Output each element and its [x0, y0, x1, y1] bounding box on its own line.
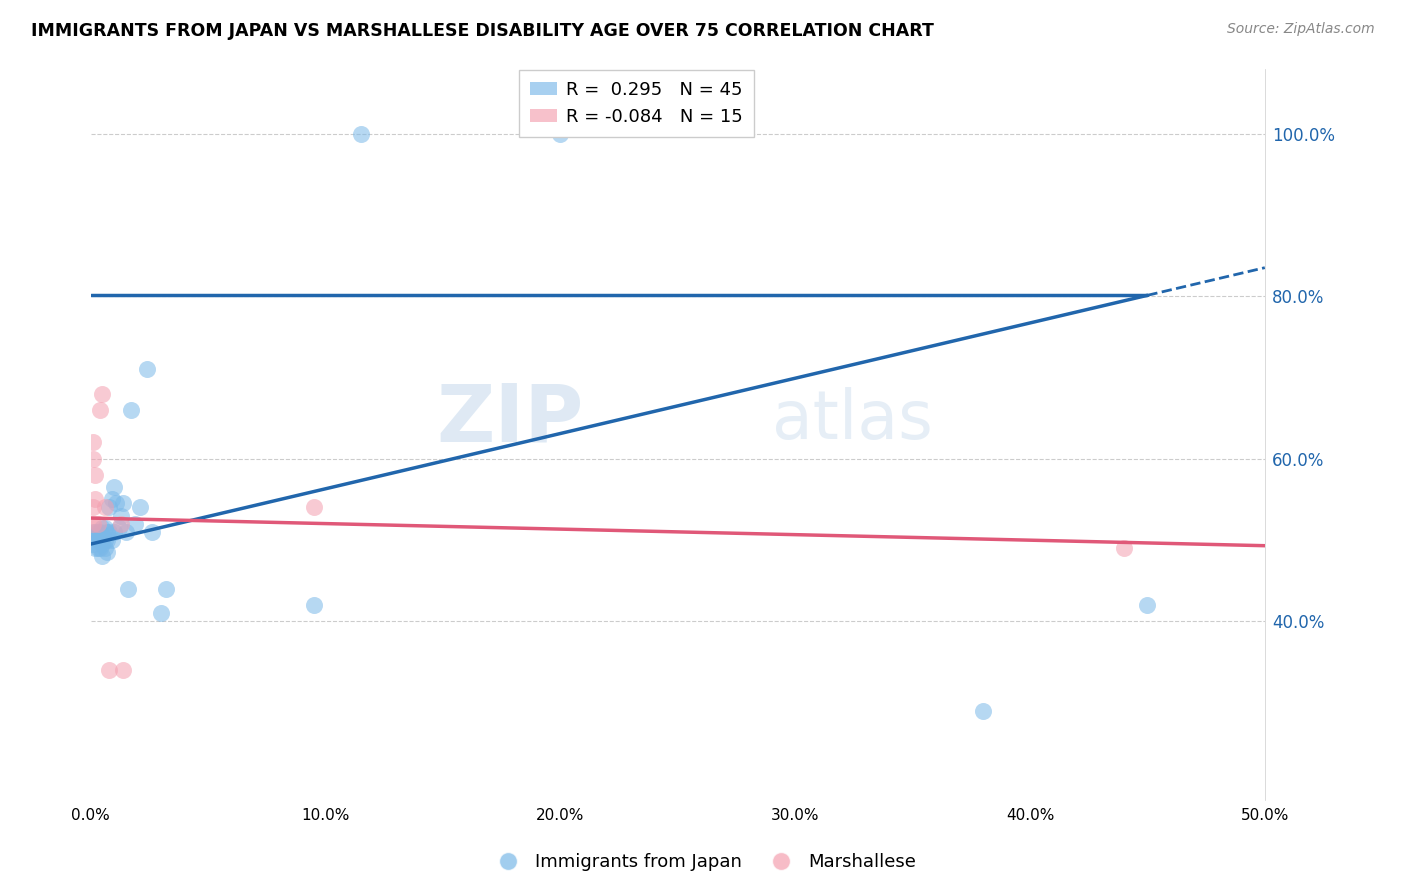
Point [112, 663, 135, 677]
Point [93, 500, 115, 515]
Point [115, 524, 138, 539]
Point [98, 524, 121, 539]
Text: Source: ZipAtlas.com: Source: ZipAtlas.com [1227, 22, 1375, 37]
Point [302, 500, 325, 515]
Point [136, 362, 159, 376]
Point [84, 524, 107, 539]
Point [91, 521, 114, 535]
Point [107, 521, 129, 535]
Point [550, 127, 572, 141]
Point [129, 500, 152, 515]
Point [93, 541, 115, 556]
Point [84, 467, 107, 482]
Point [84, 492, 107, 507]
Point [89, 541, 111, 556]
Point [350, 127, 373, 141]
Point [84, 541, 107, 556]
Point [110, 516, 132, 531]
Point [89, 403, 111, 417]
Point [93, 533, 115, 547]
Point [1136, 598, 1159, 612]
Point [155, 582, 177, 596]
Point [82, 451, 104, 466]
Point [91, 529, 114, 543]
Point [89, 524, 111, 539]
Point [120, 403, 142, 417]
Text: ZIP: ZIP [436, 381, 583, 458]
Point [972, 704, 994, 718]
Point [86, 524, 108, 539]
Point [112, 496, 135, 510]
Point [86, 516, 108, 531]
Text: atlas: atlas [772, 387, 932, 453]
Point [103, 524, 125, 539]
Point [84, 529, 107, 543]
Point [100, 533, 122, 547]
Point [86, 541, 108, 556]
Point [141, 524, 163, 539]
Point [89, 533, 111, 547]
Point [86, 533, 108, 547]
Point [82, 537, 104, 551]
Point [117, 582, 139, 596]
Point [302, 598, 325, 612]
Point [91, 386, 114, 401]
Point [96, 533, 118, 547]
Point [91, 549, 114, 564]
Point [98, 500, 121, 515]
Point [105, 496, 128, 510]
Legend: R =  0.295   N = 45, R = -0.084   N = 15: R = 0.295 N = 45, R = -0.084 N = 15 [519, 70, 754, 137]
Point [110, 508, 132, 523]
Point [103, 480, 125, 494]
Legend: Immigrants from Japan, Marshallese: Immigrants from Japan, Marshallese [482, 847, 924, 879]
Point [100, 492, 122, 507]
Point [93, 521, 115, 535]
Point [91, 537, 114, 551]
Point [96, 545, 118, 559]
Point [96, 524, 118, 539]
Point [150, 606, 173, 620]
Point [82, 516, 104, 531]
Point [82, 524, 104, 539]
Point [98, 663, 121, 677]
Point [82, 500, 104, 515]
Point [82, 435, 104, 450]
Point [124, 516, 146, 531]
Point [1112, 541, 1135, 556]
Text: IMMIGRANTS FROM JAPAN VS MARSHALLESE DISABILITY AGE OVER 75 CORRELATION CHART: IMMIGRANTS FROM JAPAN VS MARSHALLESE DIS… [31, 22, 934, 40]
